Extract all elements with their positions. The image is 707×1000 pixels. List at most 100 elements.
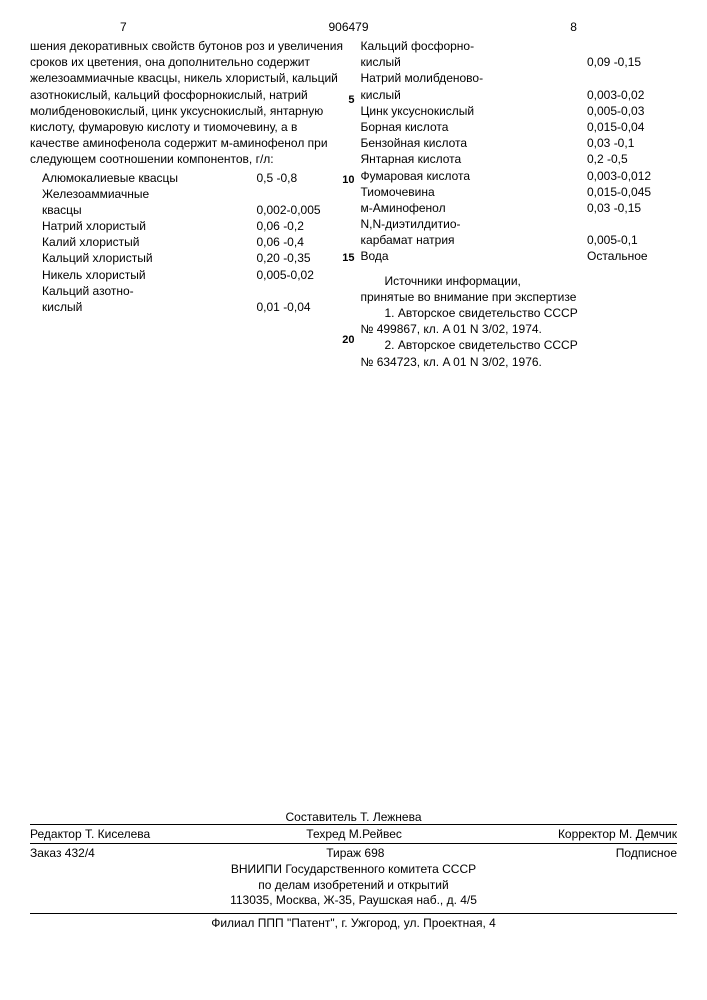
comp-row: Цинк уксуснокислый 0,005-0,03 (361, 103, 678, 119)
comp-val: 0,03 -0,15 (587, 200, 677, 216)
comp-val: 0,06 -0,2 (257, 218, 347, 234)
body-paragraph: шения декоративных свойств бутонов роз и… (30, 38, 347, 168)
comp-name: Цинк уксуснокислый (361, 103, 475, 119)
left-column: шения декоративных свойств бутонов роз и… (30, 38, 347, 370)
footer: Составитель Т. Лежнева Редактор Т. Кисел… (30, 810, 677, 930)
comp-name: Кальций хлористый (30, 250, 153, 266)
comp-val: 0,5 -0,8 (257, 170, 347, 186)
comp-name: Железоаммиачные (30, 186, 149, 202)
comp-name: Никель хлористый (30, 267, 146, 283)
publisher-info: ВНИИПИ Государственного комитета СССР по… (30, 862, 677, 914)
tech-credit: Техред М.Рейвес (306, 827, 402, 841)
comp-row: Кальций фосфорно- (361, 38, 678, 54)
branch-info: Филиал ППП "Патент", г. Ужгород, ул. Про… (30, 914, 677, 930)
comp-val: 0,06 -0,4 (257, 234, 347, 250)
subscription-label: Подписное (616, 846, 677, 860)
comp-name: кислый (361, 87, 401, 103)
comp-name: Янтарная кислота (361, 151, 462, 167)
document-number: 906479 (328, 20, 368, 34)
header: 7 906479 8 (30, 20, 677, 34)
comp-row: м-Аминофенол 0,03 -0,15 (361, 200, 678, 216)
comp-row: Кальций хлористый 0,20 -0,35 (30, 250, 347, 266)
comp-row: Калий хлористый 0,06 -0,4 (30, 234, 347, 250)
comp-row: Бензойная кислота 0,03 -0,1 (361, 135, 678, 151)
comp-val (257, 283, 347, 299)
editor-credit: Редактор Т. Киселева (30, 827, 150, 841)
comp-name: м-Аминофенол (361, 200, 446, 216)
publisher-line-2: по делам изобретений и открытий (30, 878, 677, 894)
line-marker-10: 10 (342, 174, 354, 186)
comp-name: Бензойная кислота (361, 135, 468, 151)
comp-row: квасцы0,002-0,005 (30, 202, 347, 218)
compiler-line: Составитель Т. Лежнева (30, 810, 677, 824)
comp-row: Янтарная кислота 0,2 -0,5 (361, 151, 678, 167)
comp-val: 0,005-0,03 (587, 103, 677, 119)
comp-name: Тиомочевина (361, 184, 435, 200)
comp-val: 0,09 -0,15 (587, 54, 677, 70)
comp-val: 0,015-0,04 (587, 119, 677, 135)
sources-subtitle: принятые во внимание при экспертизе (361, 289, 678, 305)
comp-name: кислый (361, 54, 401, 70)
corrector-credit: Корректор М. Демчик (558, 827, 677, 841)
publisher-line-1: ВНИИПИ Государственного комитета СССР (30, 862, 677, 878)
comp-row: Кальций азотно- (30, 283, 347, 299)
order-number: Заказ 432/4 (30, 846, 95, 860)
comp-name: кислый (30, 299, 82, 315)
comp-row: кислый 0,01 -0,04 (30, 299, 347, 315)
comp-val (587, 38, 677, 54)
line-marker-5: 5 (348, 94, 354, 106)
comp-row: Тиомочевина0,015-0,045 (361, 184, 678, 200)
page-number-left: 7 (120, 20, 127, 34)
comp-row: кислый0,003-0,02 (361, 87, 678, 103)
comp-name: Кальций фосфорно- (361, 38, 475, 54)
comp-val: 0,01 -0,04 (257, 299, 347, 315)
comp-name: Алюмокалиевые квасцы (30, 170, 178, 186)
source-1-line-b: № 499867, кл. A 01 N 3/02, 1974. (361, 321, 678, 337)
comp-val: Остальное (587, 248, 677, 264)
comp-row: Натрий молибденово- (361, 70, 678, 86)
sources-title: Источники информации, (361, 273, 678, 289)
publisher-line-3: 113035, Москва, Ж-35, Раушская наб., д. … (30, 893, 677, 909)
sources-section: Источники информации, принятые во вниман… (361, 273, 678, 370)
comp-name: Натрий молибденово- (361, 70, 484, 86)
comp-row: Железоаммиачные (30, 186, 347, 202)
comp-row: Вода Остальное (361, 248, 678, 264)
components-list-right: Кальций фосфорно- кислый 0,09 -0,15 Натри… (361, 38, 678, 265)
comp-val: 0,005-0,02 (257, 267, 347, 283)
comp-name: Калий хлористый (30, 234, 139, 250)
right-column: Кальций фосфорно- кислый 0,09 -0,15 Натри… (361, 38, 678, 370)
page-number-right: 8 (570, 20, 577, 34)
comp-val: 0,2 -0,5 (587, 151, 677, 167)
content-columns: шения декоративных свойств бутонов роз и… (30, 38, 677, 370)
comp-row: Борная кислота 0,015-0,04 (361, 119, 678, 135)
comp-row: Фумаровая кислота 0,003-0,012 (361, 168, 678, 184)
comp-name: Фумаровая кислота (361, 168, 471, 184)
comp-val (587, 70, 677, 86)
comp-name: Борная кислота (361, 119, 449, 135)
comp-row: N,N-диэтилдитио- (361, 216, 678, 232)
comp-row: Натрий хлористый0,06 -0,2 (30, 218, 347, 234)
comp-name: карбамат натрия (361, 232, 455, 248)
comp-row: кислый 0,09 -0,15 (361, 54, 678, 70)
page: 7 906479 8 шения декоративных свойств бу… (0, 0, 707, 390)
comp-name: Вода (361, 248, 389, 264)
footer-order-row: Заказ 432/4 Тираж 698 Подписное (30, 844, 677, 862)
line-marker-15: 15 (342, 252, 354, 264)
comp-val: 0,003-0,012 (587, 168, 677, 184)
comp-row: карбамат натрия 0,005-0,1 (361, 232, 678, 248)
source-2-line-b: № 634723, кл. A 01 N 3/02, 1976. (361, 354, 678, 370)
comp-row: Алюмокалиевые квасцы 0,5 -0,8 (30, 170, 347, 186)
footer-credits-row: Редактор Т. Киселева Техред М.Рейвес Кор… (30, 824, 677, 844)
comp-val: 0,005-0,1 (587, 232, 677, 248)
comp-val: 0,002-0,005 (257, 202, 347, 218)
comp-val: 0,20 -0,35 (257, 250, 347, 266)
comp-row: Никель хлористый 0,005-0,02 (30, 267, 347, 283)
comp-val (587, 216, 677, 232)
comp-val (257, 186, 347, 202)
print-run: Тираж 698 (326, 846, 384, 860)
comp-val: 0,03 -0,1 (587, 135, 677, 151)
source-2-line-a: 2. Авторское свидетельство СССР (361, 337, 678, 353)
source-1-line-a: 1. Авторское свидетельство СССР (361, 305, 678, 321)
components-list-left: Алюмокалиевые квасцы 0,5 -0,8 Железоаммиа… (30, 170, 347, 316)
comp-name: N,N-диэтилдитио- (361, 216, 461, 232)
